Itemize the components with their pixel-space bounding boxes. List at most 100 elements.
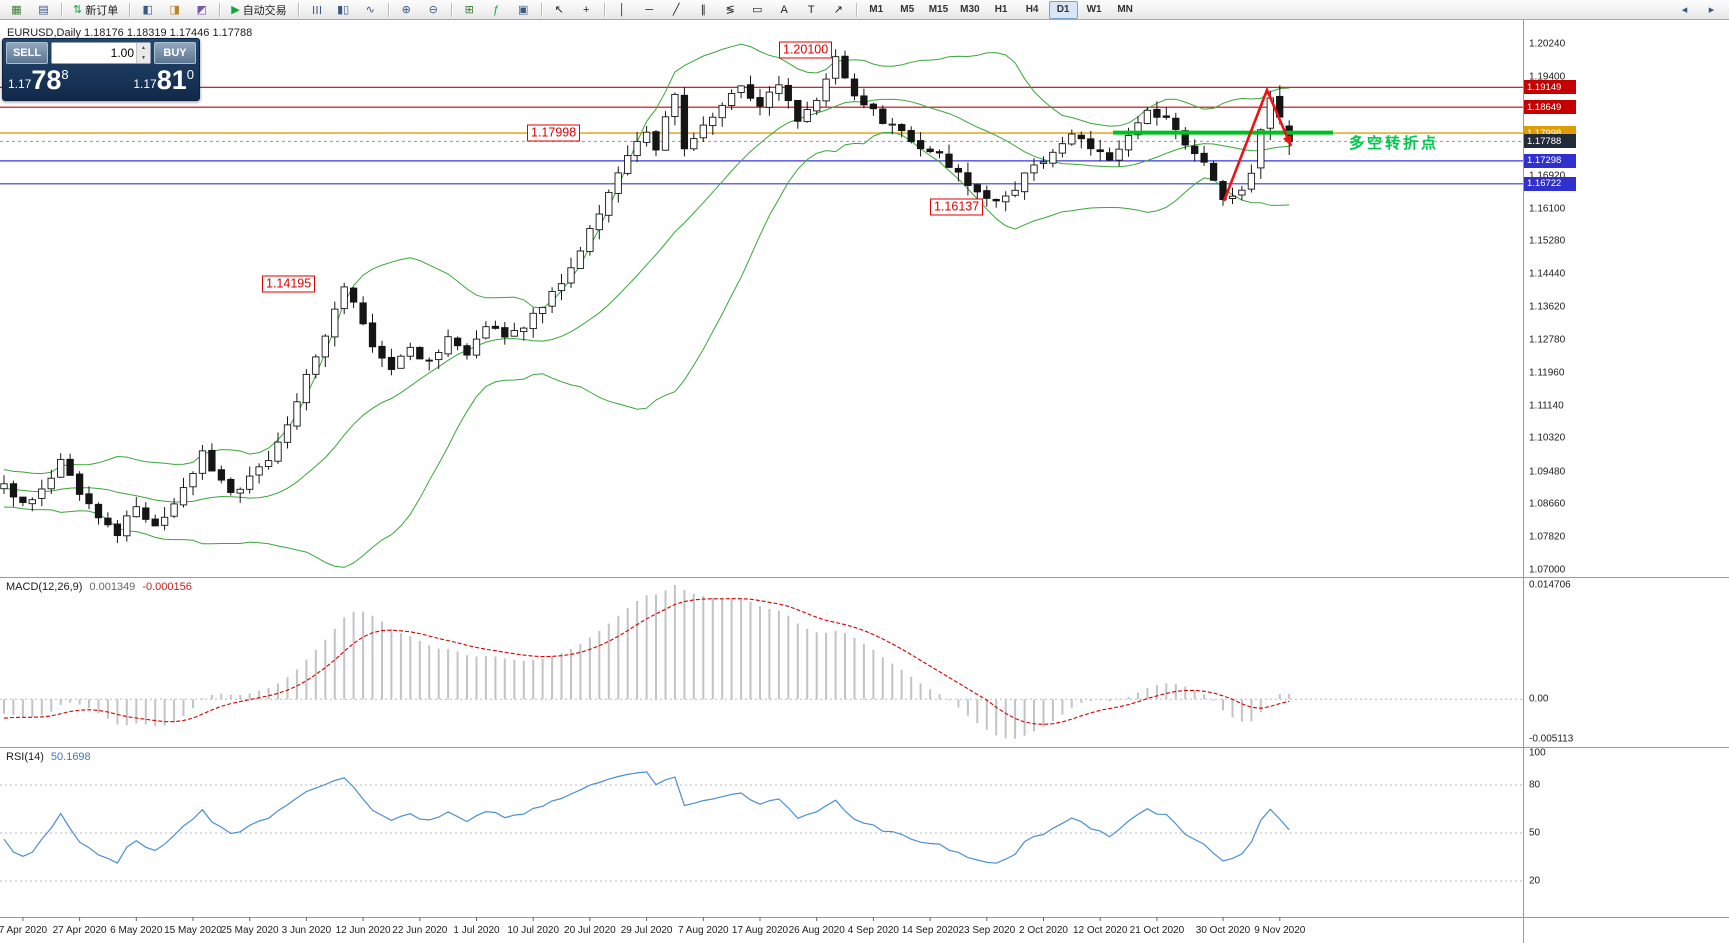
price-axis-label: 1.19400 [1529,71,1566,83]
volume-decrease-icon[interactable]: ▼ [137,53,150,63]
timeframe-m30-button[interactable]: M30 [960,4,980,15]
date-label: 27 Apr 2020 [52,925,107,936]
date-label: 22 Jun 2020 [392,925,448,936]
buy-button[interactable]: BUY [154,42,196,64]
toolbar-right-group: ◂ ▸ [1671,1,1725,19]
date-label: 23 Sep 2020 [958,925,1016,936]
price-tag-1.16722: 1.16722 [1524,176,1576,191]
sell-price-pips: 78 [31,64,62,95]
trend-arrow[interactable] [1222,86,1293,202]
horizontal-line-button[interactable]: ─ [637,1,662,19]
rsi-name: RSI(14) [6,751,44,763]
new-order-button[interactable]: ⇅ 新订单 [67,1,124,19]
fibonacci-retracement-button[interactable]: ≶ [718,1,743,19]
macd-name: MACD(12,26,9) [6,581,83,593]
macd-signal-value: -0.000156 [142,581,192,593]
date-label: 6 May 2020 [110,925,163,936]
date-label: 9 Nov 2020 [1254,925,1306,936]
data-window-icon: ◨ [169,3,180,16]
timeframe-m1-button[interactable]: M1 [869,4,884,15]
rsi-axis-label: 50 [1529,827,1541,839]
toolbar-overflow-right-button[interactable]: ▸ [1699,1,1724,19]
date-label: 1 Jul 2020 [453,925,500,936]
crosshair-icon: + [582,3,590,16]
macd-histogram [3,585,1291,739]
navigator-button[interactable]: ◩ [189,1,214,19]
bollinger-bands [3,43,1290,568]
sell-price: 1.17 78 8 [8,64,69,95]
candlestick-mode-button[interactable]: ▮▯ [331,1,356,19]
auto-trading-button[interactable]: ▶ 自动交易 [225,1,292,19]
date-label: 12 Oct 2020 [1072,925,1128,936]
zoom-in-button[interactable]: ⊕ [394,1,419,19]
date-label: 30 Oct 2020 [1195,925,1251,936]
toolbar-separator [387,2,389,17]
zoom-out-button[interactable]: ⊖ [421,1,446,19]
price-axis-label: 1.15280 [1529,235,1566,247]
macd-axis-label: 0.014706 [1529,579,1571,591]
toolbar-overflow-left-button[interactable]: ◂ [1672,1,1697,19]
volume-increase-icon[interactable]: ▲ [137,43,150,53]
market-watch-button[interactable]: ◧ [135,1,160,19]
chart-canvas[interactable] [0,20,1729,943]
date-label: 4 Sep 2020 [847,925,899,936]
line-chart-mode-icon: ∿ [365,3,375,16]
new-chart-button[interactable]: ▦ [4,1,29,19]
volume-input[interactable] [52,43,136,63]
cursor-button[interactable]: ↖ [547,1,572,19]
ohlc-info-line: EURUSD,Daily 1.18176 1.18319 1.17446 1.1… [7,27,252,39]
chart-profiles-button[interactable]: ▤ [31,1,56,19]
date-label: 15 May 2020 [164,925,222,936]
timeframe-h4-button[interactable]: H4 [1025,4,1039,15]
chart-price-label[interactable]: 1.17998 [527,124,581,142]
new-order-label: 新订单 [85,4,119,17]
chart-price-label[interactable]: 1.16137 [930,198,984,216]
arrow-tools-button[interactable]: ↗ [826,1,851,19]
vertical-line-button[interactable]: │ [610,1,635,19]
ohlc-text: EURUSD,Daily 1.18176 1.18319 1.17446 1.1… [7,27,253,39]
price-axis-label: 1.13620 [1529,301,1566,313]
shapes-button[interactable]: ▭ [745,1,770,19]
timeframe-m5-button[interactable]: M5 [900,4,915,15]
sell-price-point: 8 [61,66,69,82]
crosshair-button[interactable]: + [574,1,599,19]
equidistant-channel-button[interactable]: ∥ [691,1,716,19]
price-axis-label: 1.14440 [1529,268,1566,280]
chart-price-label[interactable]: 1.20100 [779,41,833,59]
toolbar-separator [540,2,542,17]
price-axis-label: 1.11140 [1529,400,1564,411]
price-axis-label: 1.11960 [1529,367,1565,379]
timeframe-h1-button[interactable]: H1 [994,4,1008,15]
macd-signal-line [3,598,1290,725]
data-window-button[interactable]: ◨ [162,1,187,19]
candles [0,49,1293,543]
trend-arrow-head [1282,135,1292,146]
timeframe-d1-button[interactable]: D1 [1048,0,1078,19]
trendline-button[interactable]: ╱ [664,1,689,19]
sell-button[interactable]: SELL [6,42,48,64]
chart-overlays: 1.202401.194001.185601.177401.169201.161… [0,20,1729,943]
date-label: 7 Aug 2020 [677,925,729,936]
timeframe-m15-button[interactable]: M15 [928,4,949,15]
line-chart-mode-button[interactable]: ∿ [358,1,383,19]
price-axis-label: 1.07820 [1529,531,1566,543]
rsi-axis-label: 80 [1529,779,1541,791]
buy-price: 1.17 81 0 [133,66,194,94]
price-tag-1.17298: 1.17298 [1524,153,1576,168]
buy-price-point: 0 [186,66,194,82]
indicators-button[interactable]: ƒ [484,1,509,19]
price-axis-label: 1.09480 [1529,466,1566,477]
chart-price-label[interactable]: 1.14195 [262,275,316,293]
bar-chart-mode-button[interactable]: ☰ [304,1,329,19]
text-label-button[interactable]: T [799,1,824,19]
tile-windows-button[interactable]: ⊞ [457,1,482,19]
timeframe-w1-button[interactable]: W1 [1086,4,1102,15]
date-label: 17 Aug 2020 [731,925,789,936]
turning-point-annotation[interactable]: 多空转折点 [1349,135,1440,152]
timeframe-mn-button[interactable]: MN [1117,4,1133,15]
chart-window: EURUSD,Daily 1.18176 1.18319 1.17446 1.1… [0,20,1729,943]
templates-button[interactable]: ▣ [511,1,536,19]
price-axis-label: 1.20240 [1529,38,1566,50]
text-button[interactable]: A [772,1,797,19]
rsi-value: 50.1698 [50,751,91,763]
